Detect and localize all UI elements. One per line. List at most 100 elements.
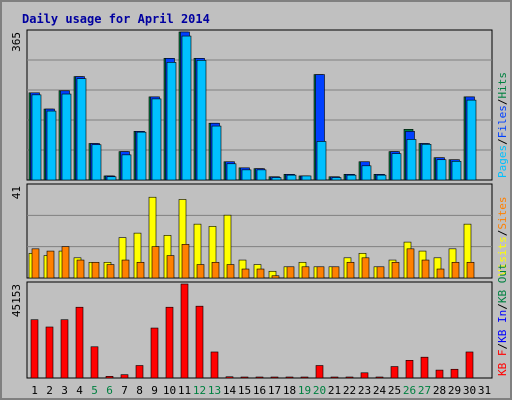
y-max-label: 45153 (10, 284, 23, 317)
bar-sites-day-21 (331, 266, 340, 279)
x-tick-label: 28 (433, 384, 446, 397)
bar-kb-f-day-28 (435, 369, 444, 379)
panel-visits-sites: 41 Visits/Sites (10, 183, 509, 279)
legend-item: Pages (496, 145, 509, 178)
bar-sites-day-23 (361, 257, 370, 279)
legend-item: / (496, 343, 509, 350)
legend-item: Hits (496, 72, 509, 99)
bar-sites-day-17 (271, 275, 280, 279)
bar-kb-f-day-19 (300, 376, 309, 379)
x-tick-label: 24 (373, 384, 387, 397)
bar-sites-day-14 (226, 264, 235, 279)
x-tick-label: 31 (478, 384, 491, 397)
y-max-label: 41 (10, 186, 23, 199)
x-tick-label: 17 (268, 384, 281, 397)
x-tick-label: 5 (91, 384, 98, 397)
bar-kb-f-day-3 (60, 319, 69, 379)
bar-kb-f-day-7 (120, 374, 129, 379)
bar-pages-day-16 (256, 169, 267, 181)
bar-sites-day-7 (121, 259, 130, 279)
bar-pages-day-25 (391, 153, 402, 181)
bar-sites-day-9 (151, 246, 160, 279)
legend: Pages/Files/Hits (496, 72, 509, 178)
x-tick-label: 21 (328, 384, 341, 397)
bar-pages-day-3 (61, 93, 72, 181)
x-tick-label: 19 (298, 384, 311, 397)
bar-pages-day-1 (31, 94, 42, 181)
x-tick-label: 6 (106, 384, 113, 397)
bar-kb-f-day-9 (150, 327, 159, 379)
bar-kb-f-day-10 (165, 306, 174, 379)
bar-sites-day-24 (376, 266, 385, 279)
bar-sites-day-18 (286, 266, 295, 279)
bar-pages-day-10 (166, 62, 177, 181)
bar-sites-day-11 (181, 244, 190, 279)
bar-pages-day-6 (106, 176, 117, 181)
bar-kb-f-day-15 (240, 376, 249, 379)
bar-sites-day-22 (346, 261, 355, 279)
bar-kb-f-day-23 (360, 372, 369, 379)
x-tick-label: 15 (238, 384, 251, 397)
bar-sites-day-15 (241, 268, 250, 279)
bar-kb-f-day-21 (330, 376, 339, 379)
legend-item: / (496, 99, 509, 106)
x-tick-label: 10 (163, 384, 176, 397)
bar-kb-f-day-29 (450, 368, 459, 379)
x-tick-label: 9 (151, 384, 158, 397)
chart-title: Daily usage for April 2014 (22, 12, 210, 26)
x-tick-label: 22 (343, 384, 356, 397)
bar-pages-day-28 (436, 159, 447, 181)
bar-kb-f-day-18 (285, 376, 294, 379)
bar-sites-day-4 (76, 259, 85, 279)
x-tick-label: 2 (46, 384, 53, 397)
bar-kb-f-day-13 (210, 351, 219, 379)
bar-pages-day-15 (241, 169, 252, 181)
legend-item: Sites (496, 197, 509, 230)
bar-sites-day-25 (391, 261, 400, 279)
bar-kb-f-day-11 (180, 283, 189, 379)
bar-sites-day-8 (136, 261, 145, 279)
bar-kb-f-day-4 (75, 306, 84, 379)
bar-pages-day-30 (466, 99, 477, 181)
bar-sites-day-30 (466, 261, 475, 279)
bar-pages-day-17 (271, 177, 282, 181)
bar-sites-day-10 (166, 255, 175, 279)
bar-sites-day-27 (421, 259, 430, 279)
x-tick-label: 12 (193, 384, 206, 397)
legend-item: Visits (496, 236, 509, 276)
bar-kb-f-day-17 (270, 376, 279, 379)
x-tick-label: 18 (283, 384, 296, 397)
bar-pages-day-7 (121, 154, 132, 181)
bar-kb-f-day-12 (195, 305, 204, 379)
x-tick-label: 20 (313, 384, 326, 397)
x-tick-label: 3 (61, 384, 68, 397)
bar-kb-f-day-14 (225, 376, 234, 379)
bar-sites-day-28 (436, 268, 445, 279)
bar-pages-day-8 (136, 131, 147, 181)
bar-pages-day-26 (406, 139, 417, 181)
bar-pages-day-9 (151, 98, 162, 181)
x-tick-label: 11 (178, 384, 191, 397)
bar-pages-day-4 (76, 78, 87, 181)
bar-pages-day-5 (91, 144, 102, 181)
bar-pages-day-14 (226, 163, 237, 181)
bar-sites-day-26 (406, 248, 415, 279)
bar-sites-day-19 (301, 266, 310, 279)
x-tick-label: 23 (358, 384, 371, 397)
bar-kb-f-day-30 (465, 351, 474, 379)
x-tick-label: 7 (121, 384, 128, 397)
legend-item: / (496, 138, 509, 145)
bar-pages-day-21 (331, 177, 342, 181)
y-max-label: 365 (10, 32, 23, 52)
bar-sites-day-2 (46, 250, 55, 279)
bar-sites-day-16 (256, 268, 265, 279)
bar-kb-f-day-6 (105, 376, 114, 379)
x-tick-label: 29 (448, 384, 461, 397)
bar-kb-f-day-16 (255, 376, 264, 379)
bar-kb-f-day-1 (30, 319, 39, 379)
bar-pages-day-24 (376, 174, 387, 181)
legend: KB F/KB In/KB Out (496, 263, 509, 376)
bar-kb-f-day-2 (45, 326, 54, 379)
bar-kb-f-day-26 (405, 360, 414, 379)
